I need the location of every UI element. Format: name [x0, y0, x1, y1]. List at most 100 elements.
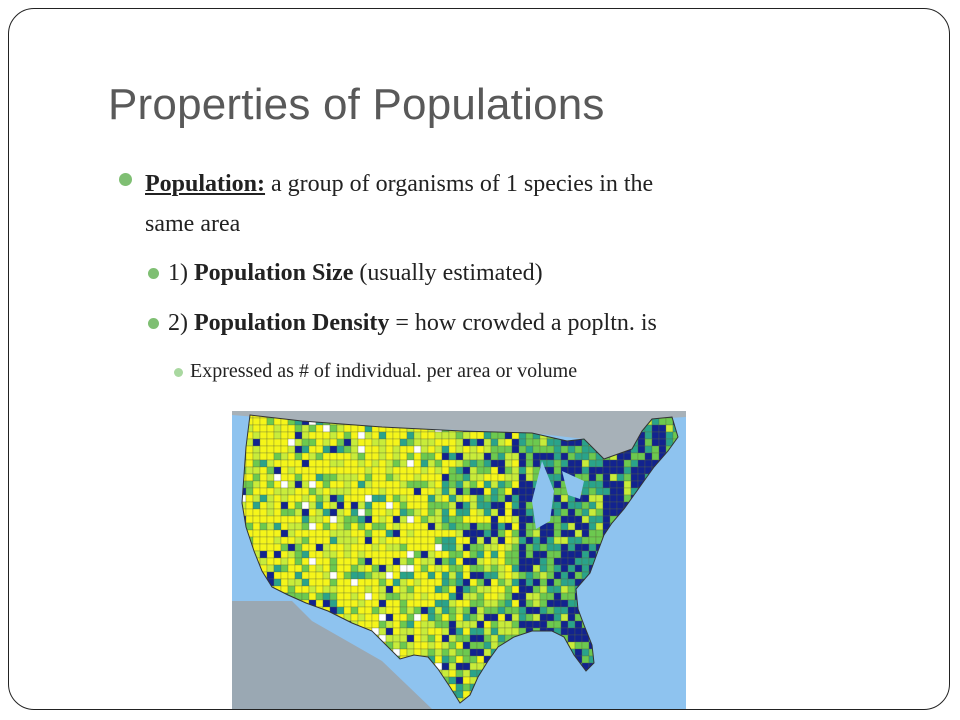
county-cell — [504, 599, 513, 608]
county-cell — [469, 473, 478, 482]
county-cell — [343, 459, 352, 468]
population-term: Population: — [145, 171, 266, 197]
county-cell — [525, 473, 534, 482]
county-cell — [434, 585, 443, 594]
county-cell — [420, 543, 429, 552]
county-cell — [525, 592, 534, 601]
county-cell — [455, 501, 464, 510]
county-cell — [364, 480, 373, 489]
county-cell — [539, 613, 548, 622]
county-cell — [392, 585, 401, 594]
county-cell — [406, 431, 415, 440]
county-cell — [546, 599, 555, 608]
county-cell — [399, 487, 408, 496]
county-cell — [329, 550, 338, 559]
county-cell — [581, 648, 590, 657]
county-cell — [483, 620, 492, 629]
county-cell — [441, 480, 450, 489]
county-cell — [329, 557, 338, 566]
county-cell — [476, 508, 485, 517]
county-cell — [441, 466, 450, 475]
county-cell — [497, 452, 506, 461]
county-cell — [259, 494, 268, 503]
county-cell — [259, 466, 268, 475]
county-cell — [315, 459, 324, 468]
county-cell — [518, 459, 527, 468]
county-cell — [448, 627, 457, 636]
county-cell — [329, 515, 338, 524]
county-cell — [469, 648, 478, 657]
county-cell — [574, 620, 583, 629]
county-cell — [630, 480, 639, 489]
county-cell — [644, 445, 653, 454]
county-cell — [266, 431, 275, 440]
county-cell — [462, 536, 471, 545]
county-cell — [294, 515, 303, 524]
county-cell — [357, 459, 366, 468]
county-cell — [427, 606, 436, 615]
county-cell — [427, 431, 436, 440]
county-cell — [567, 508, 576, 517]
county-cell — [378, 550, 387, 559]
county-cell — [567, 501, 576, 510]
county-cell — [413, 613, 422, 622]
county-cell — [476, 438, 485, 447]
county-cell — [413, 641, 422, 650]
county-cell — [462, 459, 471, 468]
county-cell — [469, 641, 478, 650]
county-cell — [518, 536, 527, 545]
county-cell — [483, 466, 492, 475]
county-cell — [462, 578, 471, 587]
county-cell — [504, 501, 513, 510]
county-cell — [469, 571, 478, 580]
density-definition: = how crowded a popltn. is — [389, 310, 657, 336]
county-cell — [371, 480, 380, 489]
county-cell — [518, 543, 527, 552]
county-cell — [364, 557, 373, 566]
county-cell — [287, 466, 296, 475]
county-cell — [357, 431, 366, 440]
county-cell — [560, 620, 569, 629]
size-number: 1) — [168, 260, 194, 286]
county-cell — [294, 529, 303, 538]
county-cell — [413, 585, 422, 594]
county-cell — [252, 494, 261, 503]
county-cell — [294, 473, 303, 482]
county-cell — [511, 585, 520, 594]
county-cell — [497, 487, 506, 496]
county-cell — [343, 585, 352, 594]
county-cell — [441, 543, 450, 552]
county-cell — [301, 585, 310, 594]
county-cell — [371, 508, 380, 517]
county-cell — [469, 522, 478, 531]
county-cell — [371, 620, 380, 629]
county-cell — [518, 480, 527, 489]
county-cell — [518, 487, 527, 496]
county-cell — [294, 543, 303, 552]
county-cell — [350, 445, 359, 454]
county-cell — [357, 522, 366, 531]
county-cell — [364, 494, 373, 503]
county-cell — [280, 508, 289, 517]
county-cell — [336, 564, 345, 573]
county-cell — [497, 578, 506, 587]
county-cell — [315, 515, 324, 524]
county-cell — [287, 494, 296, 503]
county-cell — [553, 592, 562, 601]
county-cell — [560, 452, 569, 461]
county-cell — [273, 515, 282, 524]
county-cell — [644, 431, 653, 440]
county-cell — [364, 438, 373, 447]
county-cell — [287, 578, 296, 587]
county-cell — [406, 557, 415, 566]
county-cell — [504, 487, 513, 496]
county-cell — [504, 543, 513, 552]
county-cell — [315, 501, 324, 510]
county-cell — [315, 578, 324, 587]
county-cell — [490, 578, 499, 587]
county-cell — [273, 522, 282, 531]
county-cell — [364, 578, 373, 587]
county-cell — [427, 571, 436, 580]
county-cell — [490, 501, 499, 510]
county-cell — [602, 459, 611, 468]
